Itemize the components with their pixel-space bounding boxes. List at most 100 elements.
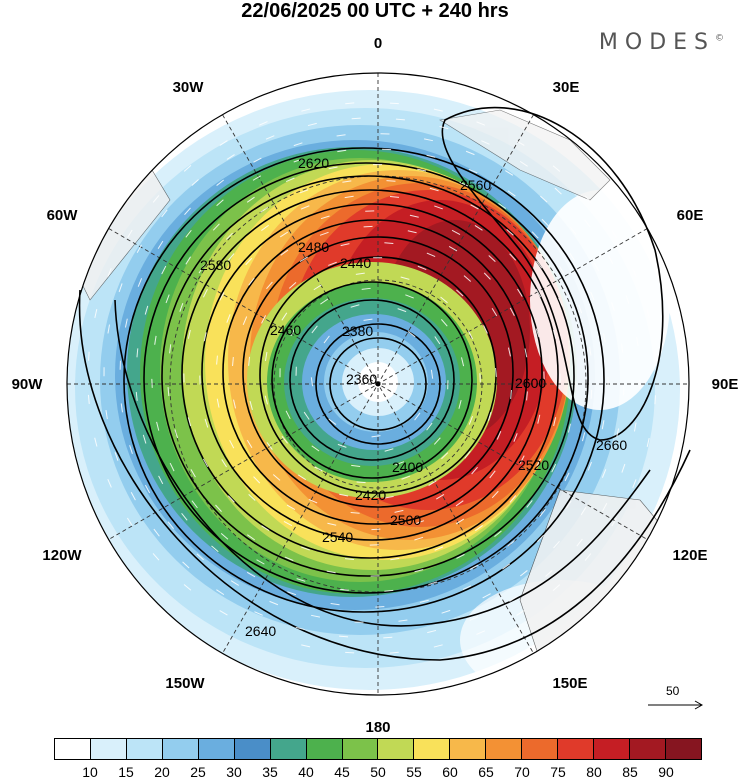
wind-vector [229, 439, 235, 449]
wind-vector [389, 651, 399, 654]
wind-vector [144, 484, 151, 494]
wind-vector [345, 651, 355, 654]
wind-vector [470, 204, 479, 210]
wind-vector [169, 462, 175, 472]
wind-vector [157, 240, 164, 249]
wind-vector [153, 528, 160, 537]
lon-label-60w: 60W [47, 207, 79, 224]
wind-vector [456, 553, 465, 559]
wind-vector [344, 558, 355, 561]
wind-vector [621, 463, 626, 473]
wind-vector [105, 410, 108, 420]
wind-vector [386, 180, 396, 182]
wind-vector [474, 224, 483, 231]
wind-vector [136, 244, 142, 253]
wind-vector [129, 445, 133, 454]
wind-vector [371, 435, 381, 438]
wind-vector [584, 219, 591, 228]
wind-vector [320, 298, 329, 305]
wind-vector [174, 429, 179, 439]
wind-vector [300, 205, 310, 210]
wind-vector [185, 256, 192, 265]
wind-vector [564, 472, 570, 482]
wind-vector [593, 262, 600, 272]
wind-vector [468, 168, 478, 174]
wind-vector [296, 578, 306, 582]
wind-vector [295, 626, 305, 631]
lon-label-30w: 30W [173, 79, 205, 96]
wind-vector [489, 470, 496, 479]
wind-vector [632, 479, 637, 488]
wind-vector [152, 553, 160, 561]
wind-vector [509, 495, 517, 503]
wind-vector [567, 423, 571, 433]
wind-vector [126, 517, 133, 526]
wind-vector [285, 177, 295, 182]
wind-vector [482, 593, 491, 599]
colorbar-swatch [450, 739, 487, 759]
wind-vector [161, 209, 168, 218]
colorbar-swatch [342, 739, 379, 759]
wind-vector [328, 166, 338, 170]
wind-vector [483, 325, 488, 334]
wind-vector [342, 180, 352, 183]
wind-vector [537, 534, 544, 543]
wind-vector [261, 224, 269, 231]
contour-label: 2420 [355, 487, 386, 503]
wind-vector [433, 644, 443, 648]
wind-vector [253, 157, 262, 163]
colorbar-swatch [270, 739, 307, 759]
wind-vector [535, 328, 540, 338]
lon-label-120w: 120W [42, 547, 82, 564]
wind-vector [290, 327, 296, 337]
wind-vector [625, 295, 630, 304]
wind-vector [179, 303, 184, 312]
wind-vector [248, 356, 251, 366]
wind-vector [400, 276, 410, 280]
wind-vector [423, 138, 433, 142]
wind-vector [196, 553, 204, 561]
wind-vector [219, 610, 228, 616]
wind-vector [552, 329, 557, 339]
wind-vector [632, 268, 637, 278]
lon-label-180: 180 [365, 719, 390, 736]
wind-vector [571, 338, 575, 348]
wind-vector [552, 584, 561, 591]
wind-vector [187, 329, 191, 339]
contour-label: 2480 [298, 239, 329, 255]
wind-vector [569, 226, 577, 235]
wind-vector [476, 630, 485, 635]
wind-vector [526, 391, 528, 401]
wind-vector [336, 134, 346, 137]
contour-label: 2460 [270, 322, 301, 338]
wind-vector [458, 399, 462, 409]
wind-vector [654, 395, 656, 405]
wind-vector [252, 175, 262, 181]
wind-vector [136, 348, 139, 358]
wind-vector [301, 108, 311, 112]
colorbar-swatch [378, 739, 415, 759]
wind-vector [448, 246, 458, 252]
colorbar-swatch [414, 739, 451, 759]
wind-vector [287, 591, 297, 596]
wind-vector [154, 335, 157, 345]
wind-vector [440, 319, 448, 327]
colorbar-label: 45 [334, 764, 350, 780]
wind-vector [351, 117, 361, 120]
wind-vector [283, 521, 293, 527]
wind-vector [506, 228, 514, 236]
wind-vector [646, 437, 650, 447]
wind-vector [344, 195, 354, 199]
wind-vector [184, 207, 191, 216]
wind-vector [536, 260, 543, 269]
wind-vector [608, 255, 614, 265]
contour-label: 2360 [346, 371, 377, 387]
wind-vector [519, 160, 528, 167]
wind-vector [94, 437, 98, 447]
wind-vector [584, 553, 592, 561]
colorbar [54, 738, 702, 760]
contour-label: 2560 [460, 177, 491, 193]
wind-vector [311, 614, 321, 618]
wind-vector [389, 195, 400, 198]
colorbar-label: 70 [514, 764, 530, 780]
